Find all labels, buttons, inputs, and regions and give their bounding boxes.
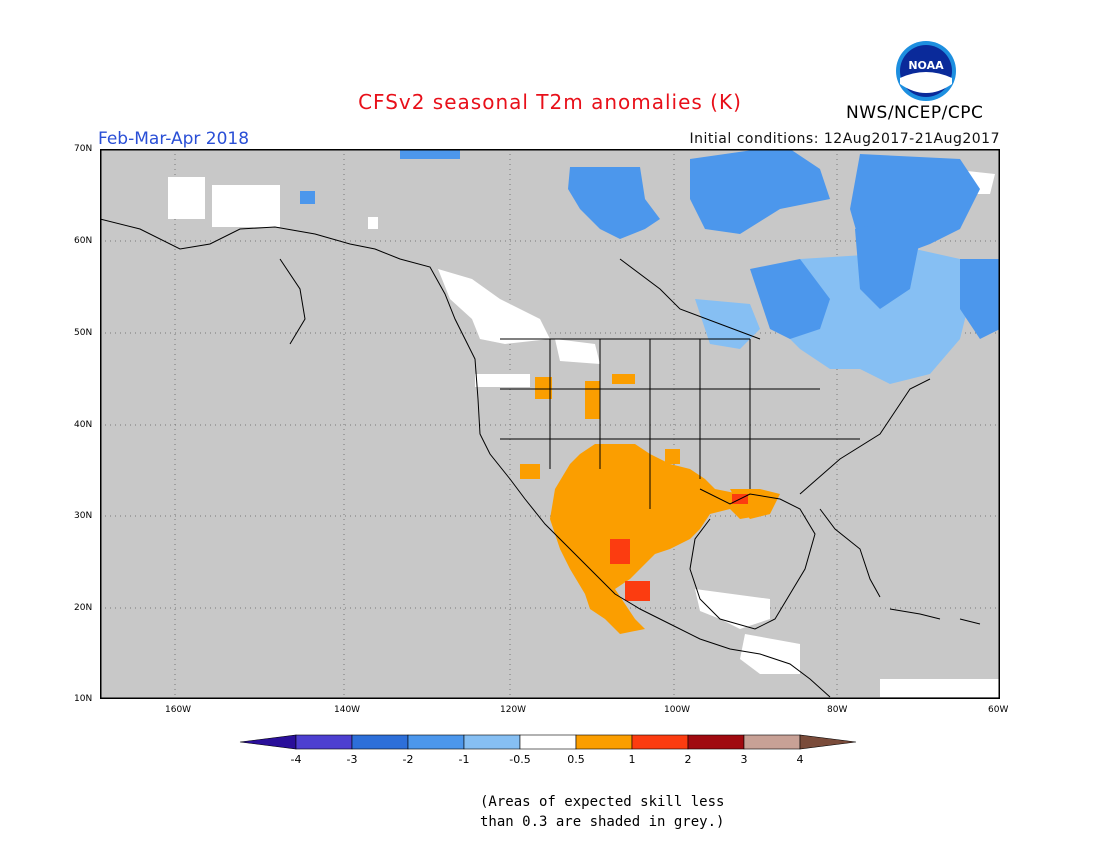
agency-label: NWS/NCEP/CPC [846, 103, 984, 123]
lat-label: 20N [74, 603, 93, 613]
colorbar-label: -3 [347, 753, 358, 766]
skill-note-line: than 0.3 are shaded in grey.) [480, 814, 725, 830]
colorbar-segment [631, 734, 689, 750]
lat-label: 40N [74, 420, 93, 430]
lon-label: 100W [664, 705, 691, 715]
coastlines [100, 218, 981, 698]
map-title: CFSv2 seasonal T2m anomalies (K) [358, 90, 742, 114]
lon-label: 140W [334, 705, 361, 715]
colorbar-label: 2 [685, 753, 692, 766]
colorbar-segment [351, 734, 409, 750]
anomaly-map [100, 149, 1000, 699]
colorbar-segment [519, 734, 577, 750]
colorbar-segment [295, 734, 353, 750]
map-frame [100, 149, 1000, 699]
colorbar-label: -4 [291, 753, 302, 766]
lon-label: 160W [165, 705, 192, 715]
lon-label: 60W [988, 705, 1009, 715]
lon-label: 120W [500, 705, 527, 715]
colorbar-segment [463, 734, 521, 750]
colorbar-label: 1 [629, 753, 636, 766]
initial-conditions-label: Initial conditions: 12Aug2017-21Aug2017 [689, 131, 1000, 147]
skill-note-line: (Areas of expected skill less [480, 794, 725, 810]
season-label: Feb-Mar-Apr 2018 [98, 129, 250, 149]
colorbar-segment [687, 734, 745, 750]
colorbar-label: 4 [797, 753, 804, 766]
lat-label: 70N [74, 144, 93, 154]
colorbar-label: -0.5 [509, 753, 530, 766]
lat-label: 10N [74, 694, 93, 704]
noaa-logo: NOAA [896, 41, 956, 101]
colorbar-segment [407, 734, 465, 750]
colorbar-label: 3 [741, 753, 748, 766]
colorbar-right-arrow [799, 734, 857, 750]
lat-label: 60N [74, 236, 93, 246]
lat-label: 50N [74, 328, 93, 338]
below-normal-areas [300, 149, 1000, 384]
colorbar-label: 0.5 [567, 753, 585, 766]
noaa-logo-text: NOAA [908, 59, 944, 72]
colorbar-segment [575, 734, 633, 750]
lat-label: 30N [74, 511, 93, 521]
colorbar-label: -2 [403, 753, 414, 766]
skill-note: (Areas of expected skill less than 0.3 a… [480, 792, 724, 832]
lon-label: 80W [827, 705, 848, 715]
colorbar-segment [743, 734, 801, 750]
colorbar-label: -1 [459, 753, 470, 766]
colorbar-left-arrow [239, 734, 297, 750]
